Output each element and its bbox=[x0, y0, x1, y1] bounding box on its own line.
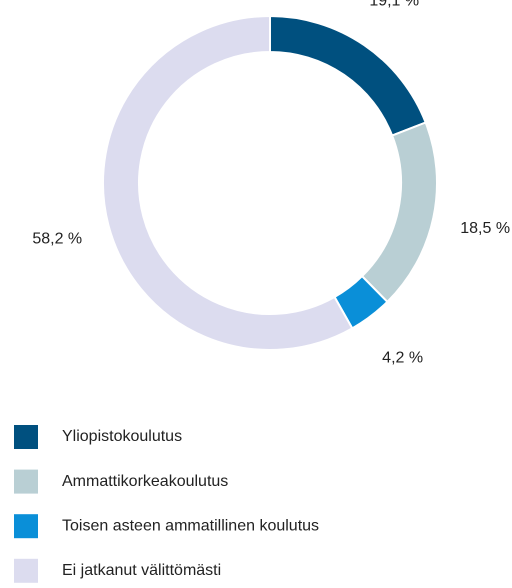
donut-slice bbox=[360, 121, 438, 304]
data-label: 58,2 % bbox=[32, 230, 82, 247]
legend-swatch bbox=[14, 425, 38, 449]
data-label: 19,1 % bbox=[369, 0, 419, 10]
data-label: 4,2 % bbox=[382, 350, 423, 367]
donut-slice bbox=[102, 14, 354, 351]
data-label: 18,5 % bbox=[460, 220, 510, 237]
legend-swatch bbox=[14, 558, 38, 583]
legend-swatch bbox=[14, 514, 38, 539]
donut-slice bbox=[269, 14, 427, 137]
legend-swatch bbox=[14, 469, 38, 494]
legend-label: Yliopistokoulutus bbox=[62, 428, 182, 445]
legend-label: Ei jatkanut välittömästi bbox=[62, 562, 221, 579]
legend-label: Ammattikorkeakoulutus bbox=[62, 473, 228, 490]
legend-label: Toisen asteen ammatillinen koulutus bbox=[62, 517, 319, 534]
